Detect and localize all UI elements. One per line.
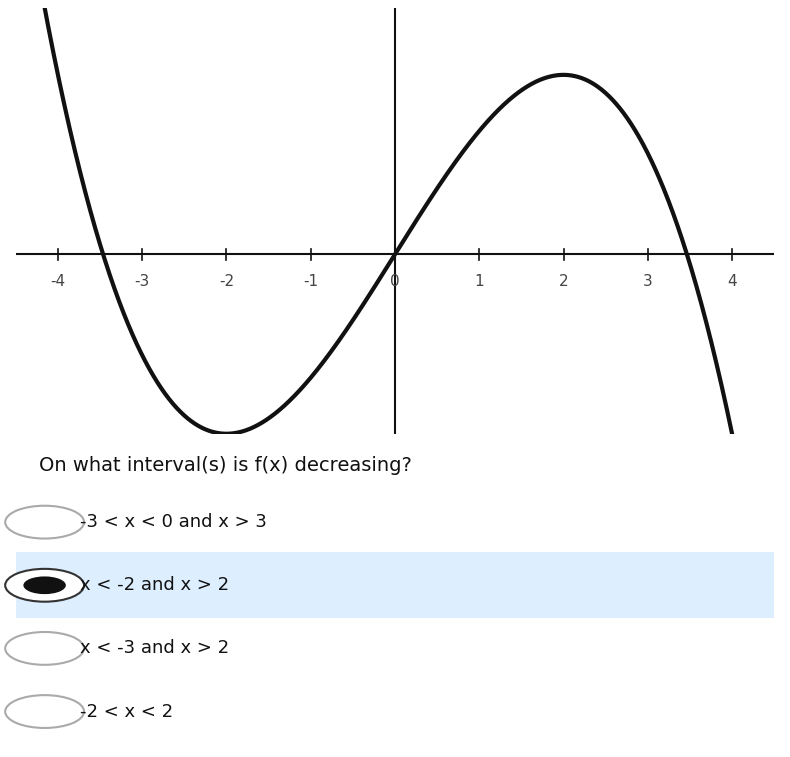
Circle shape [24,576,66,594]
Text: 0: 0 [390,275,400,289]
Text: -3 < x < 0 and x > 3: -3 < x < 0 and x > 3 [81,513,267,531]
Circle shape [6,632,84,665]
Circle shape [6,695,84,728]
Text: -3: -3 [134,275,150,289]
Text: x < -2 and x > 2: x < -2 and x > 2 [81,576,229,594]
Text: 2: 2 [559,275,568,289]
Text: x < -3 and x > 2: x < -3 and x > 2 [81,640,229,657]
Text: -4: -4 [51,275,66,289]
Text: -2: -2 [219,275,234,289]
FancyBboxPatch shape [16,552,774,618]
Circle shape [6,506,84,538]
Text: -1: -1 [303,275,318,289]
Text: -2 < x < 2: -2 < x < 2 [81,702,173,721]
Text: On what interval(s) is f(x) decreasing?: On what interval(s) is f(x) decreasing? [39,456,412,475]
Text: 4: 4 [728,275,737,289]
Circle shape [6,569,84,602]
Text: 1: 1 [475,275,484,289]
Text: 3: 3 [643,275,653,289]
